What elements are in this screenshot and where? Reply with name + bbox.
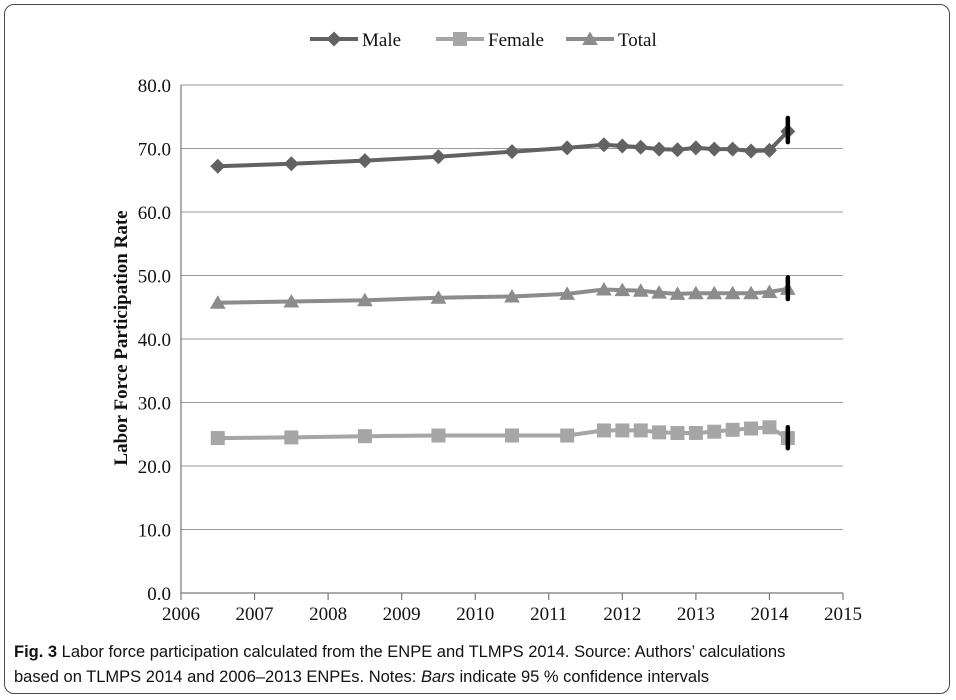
x-tick-label: 2008 (309, 604, 347, 625)
total-data-point (504, 288, 520, 303)
caption-line-2: based on TLMPS 2014 and 2006–2013 ENPEs.… (14, 665, 944, 690)
male-data-point (761, 142, 777, 158)
male-data-point (504, 144, 520, 160)
total-data-point (651, 285, 667, 299)
legend-female-marker (453, 32, 467, 46)
x-tick-label: 2007 (236, 604, 274, 625)
male-data-point (633, 139, 649, 155)
figure-frame (4, 4, 950, 694)
total-data-point (430, 290, 447, 304)
x-tick-label: 2013 (677, 604, 715, 625)
axes: 0.0 10.0 20.0 30.0 40.0 50.0 60.0 70.0 80.0 2006 2… (138, 76, 862, 625)
female-data-point (707, 424, 722, 439)
y-tick-label: 30.0 (138, 394, 171, 415)
male-data-point (430, 149, 446, 165)
legend-total-label: Total (618, 30, 657, 51)
y-tick-label: 10.0 (138, 521, 171, 542)
total-data-point (209, 295, 226, 309)
total-data-point (559, 286, 576, 300)
female-data-point (357, 429, 372, 444)
total-data-point (761, 284, 778, 299)
total-series-line (217, 286, 789, 305)
total-data-point (632, 283, 649, 297)
female-data-point (560, 428, 575, 443)
y-tick-label: 80.0 (138, 76, 171, 97)
female-data-point (505, 428, 519, 443)
y-tick-label: 50.0 (138, 267, 171, 288)
male-data-point (725, 141, 741, 157)
y-tick-label: 20.0 (138, 457, 171, 478)
female-data-point (744, 421, 759, 436)
female-data-point (210, 431, 225, 446)
x-tick-label: 2012 (603, 604, 641, 625)
total-data-point (283, 294, 300, 308)
male-data-point (357, 153, 373, 169)
total-data-point (357, 292, 373, 307)
legend-male-label: Male (362, 30, 401, 51)
male-data-point (283, 156, 299, 172)
y-tick-label: 0.0 (147, 584, 171, 605)
total-data-point (724, 285, 741, 300)
male-data-point (688, 140, 704, 156)
male-data-point (670, 142, 685, 158)
caption-text-2b: indicate 95 % confidence intervals (454, 668, 710, 686)
caption-emphasis: Bars (420, 668, 455, 686)
female-data-point (652, 425, 667, 440)
female-data-point (688, 425, 703, 440)
line-chart: 0.0 10.0 20.0 30.0 40.0 50.0 60.0 70.0 80.0 2006 2… (111, 30, 862, 625)
male-data-point (706, 141, 722, 157)
male-data-point (210, 158, 226, 174)
total-data-point (688, 285, 704, 300)
total-data-point (614, 282, 631, 297)
total-data-point (596, 281, 612, 296)
legend: Male Female Total (310, 30, 657, 51)
gridlines (181, 84, 843, 530)
total-data-point (706, 285, 723, 300)
caption-line-1: Fig. 3 Labor force participation calcula… (14, 640, 944, 665)
male-data-point (559, 140, 575, 156)
figure-caption: Fig. 3 Labor force participation calcula… (14, 640, 944, 690)
x-tick-label: 2014 (750, 604, 789, 625)
x-tick-label: 2011 (530, 604, 567, 625)
caption-text-2a: based on TLMPS 2014 and 2006–2013 ENPEs.… (14, 668, 421, 686)
x-tick-label: 2006 (162, 604, 200, 625)
y-tick-label: 40.0 (138, 330, 171, 351)
series (209, 123, 796, 446)
x-tick-label: 2010 (456, 604, 494, 625)
x-tick-label: 2015 (824, 604, 862, 625)
male-data-point (743, 143, 759, 159)
female-data-point (670, 425, 685, 440)
x-tick-label: 2009 (383, 604, 421, 625)
female-data-point (725, 422, 740, 437)
caption-text-1: Labor force participation calculated fro… (57, 643, 786, 661)
female-data-point (615, 423, 630, 438)
total-data-point (669, 286, 686, 300)
female-data-point (284, 430, 299, 445)
y-axis-label: Labor Force Participation Rate (111, 210, 132, 465)
male-data-point (596, 137, 612, 153)
figure-label: Fig. 3 (14, 643, 58, 661)
female-data-point (633, 423, 648, 438)
y-tick-label: 60.0 (138, 203, 171, 224)
male-data-point (651, 141, 667, 157)
legend-female-label: Female (488, 30, 544, 51)
female-data-point (596, 423, 611, 438)
y-tick-label: 70.0 (138, 140, 171, 161)
male-data-point (614, 138, 630, 154)
legend-male-marker (326, 31, 342, 47)
total-data-point (743, 285, 759, 300)
female-data-point (431, 428, 446, 443)
female-data-point (762, 420, 777, 435)
legend-total-marker (582, 31, 598, 45)
